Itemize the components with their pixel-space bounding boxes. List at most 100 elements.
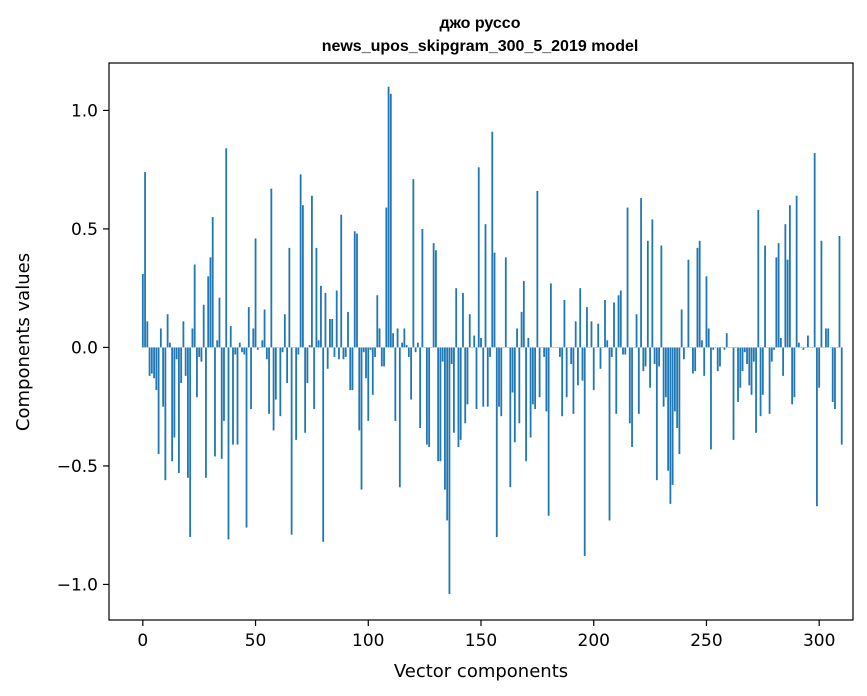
bar-246: [696, 247, 699, 348]
chart-subtitle: news_upos_skipgram_300_5_2019 model: [322, 38, 639, 55]
bar-202: [597, 323, 600, 348]
bar-22: [191, 328, 194, 348]
bar-59: [274, 347, 277, 400]
bar-88: [340, 214, 343, 348]
bar-293: [802, 347, 805, 350]
bar-169: [522, 281, 525, 348]
bar-165: [513, 347, 516, 443]
bar-81: [324, 292, 327, 348]
bar-93: [351, 347, 354, 391]
bar-110: [389, 93, 392, 348]
bar-7: [157, 347, 160, 455]
bar-200: [592, 347, 595, 391]
bar-282: [777, 243, 780, 348]
bar-32: [214, 347, 216, 457]
bar-129: [432, 243, 435, 348]
x-tick-label: 100: [352, 631, 384, 651]
bar-62: [281, 347, 284, 353]
bar-90: [344, 347, 347, 357]
bar-33: [216, 340, 219, 348]
bar-58: [272, 347, 275, 431]
bar-214: [624, 347, 627, 355]
bar-112: [394, 347, 397, 421]
bar-120: [412, 179, 415, 348]
bar-144: [466, 347, 469, 405]
bar-155: [491, 131, 494, 348]
bar-156: [493, 252, 496, 348]
bar-203: [599, 347, 602, 369]
bar-138: [453, 347, 455, 433]
bar-57: [270, 188, 273, 348]
bar-98: [362, 347, 365, 353]
bar-15: [175, 347, 178, 360]
bar-176: [538, 347, 541, 398]
bar-163: [509, 347, 512, 488]
bar-56: [268, 347, 270, 414]
bar-247: [698, 240, 701, 348]
bar-172: [529, 347, 532, 438]
bar-157: [495, 347, 498, 538]
bar-299: [816, 347, 818, 507]
bar-16: [177, 347, 180, 474]
bar-40: [232, 347, 234, 445]
bar-50: [254, 238, 257, 348]
bar-175: [536, 190, 539, 348]
bar-114: [398, 347, 401, 488]
x-tick-label: 50: [245, 631, 267, 651]
bar-233: [667, 347, 670, 471]
bar-143: [464, 347, 467, 424]
bar-61: [279, 347, 282, 417]
bar-136: [448, 347, 451, 594]
bar-236: [673, 347, 676, 412]
bar-307: [834, 347, 836, 410]
bar-164: [511, 347, 514, 393]
bar-116: [403, 328, 406, 348]
x-tick-label: 300: [803, 631, 835, 651]
bar-159: [500, 347, 503, 417]
bar-45: [243, 347, 246, 355]
bar-20: [187, 347, 189, 478]
bar-187: [563, 300, 566, 348]
bar-26: [200, 347, 203, 362]
bar-132: [439, 347, 442, 462]
bar-262: [732, 347, 735, 440]
bar-268: [746, 347, 748, 365]
bar-44: [241, 347, 243, 353]
bar-107: [383, 347, 385, 367]
bar-71: [301, 205, 304, 348]
bar-234: [669, 347, 672, 504]
bar-137: [450, 347, 453, 365]
bar-229: [658, 347, 661, 367]
bar-0: [141, 273, 144, 348]
bar-284: [782, 347, 785, 376]
chart-title: джо руссо: [440, 15, 521, 32]
bar-190: [570, 347, 573, 365]
bar-267: [743, 347, 746, 353]
bar-220: [637, 347, 640, 414]
y-tick-label: 1.0: [71, 101, 98, 121]
bar-252: [710, 347, 712, 450]
bar-210: [615, 347, 618, 414]
bar-142: [462, 292, 464, 348]
bar-85: [333, 347, 336, 357]
bar-124: [421, 228, 424, 348]
bar-30: [209, 257, 212, 348]
bar-154: [489, 347, 491, 357]
bar-49: [252, 328, 255, 348]
bar-298: [813, 153, 816, 348]
bar-227: [653, 347, 656, 365]
bar-145: [468, 314, 471, 348]
bar-147: [473, 335, 476, 348]
bar-106: [380, 347, 383, 367]
bar-89: [342, 347, 345, 360]
bar-259: [725, 333, 728, 348]
bars-group: [141, 86, 843, 594]
bar-23: [193, 264, 196, 348]
bar-286: [786, 259, 789, 348]
bar-6: [155, 347, 158, 391]
bar-8: [159, 328, 162, 348]
bar-21: [189, 347, 192, 538]
bar-5: [153, 347, 155, 379]
bar-285: [784, 224, 787, 348]
bar-102: [371, 347, 374, 395]
